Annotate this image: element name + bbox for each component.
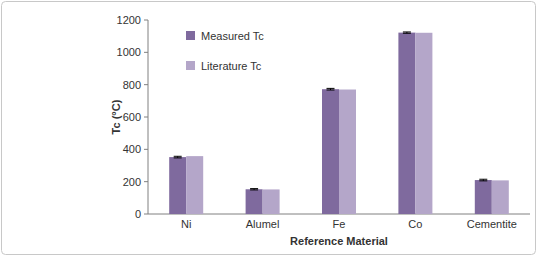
y-tick-label: 0 [135,208,141,220]
y-tick-label: 1000 [117,46,141,58]
bar [186,156,203,214]
legend: Measured Tc Literature Tc [186,30,264,72]
y-tick-label: 800 [123,79,141,91]
y-tick [144,214,148,215]
y-tick-label: 200 [123,176,141,188]
y-tick [144,181,148,182]
x-tick-label: Alumel [246,218,280,230]
legend-label: Measured Tc [201,30,264,42]
error-cap [479,180,487,181]
error-cap [250,188,258,189]
error-cap [403,33,411,34]
bar [492,180,509,214]
y-tick [144,52,148,53]
bars [169,32,509,214]
y-tick [144,149,148,150]
y-tick [144,20,148,21]
legend-swatch [186,31,195,40]
error-bar [174,156,182,158]
bar [339,90,356,214]
error-bar [479,179,487,181]
bar [475,180,492,214]
bar [398,33,415,214]
x-tick-label: Fe [333,218,346,230]
legend-swatch [186,61,195,70]
error-bar [250,189,258,190]
x-tick-label: Cementite [467,218,517,230]
legend-label: Literature Tc [201,60,262,72]
error-cap [174,156,182,157]
error-cap [403,31,411,32]
error-bar [327,88,335,90]
error-cap [174,157,182,158]
bar [263,189,280,214]
frame [2,2,536,255]
chart: 0 200 400 600 800 1000 1200 Ni Alumel Fe Co Cementi… [0,0,537,256]
error-cap [250,189,258,190]
y-tick-label: 400 [123,143,141,155]
bar [246,189,263,214]
bar [169,157,186,214]
x-tick-label: Ni [181,218,191,230]
bar [322,89,339,214]
error-cap [327,88,335,89]
x-axis-title: Reference Material [290,235,388,247]
y-tick-label: 600 [123,111,141,123]
y-tick [144,84,148,85]
error-cap [327,90,335,91]
bar [415,33,432,214]
x-tick-label: Co [408,218,422,230]
error-cap [479,179,487,180]
y-axis-title: Tc (°C) [110,99,122,134]
error-bar [403,32,411,33]
y-tick [144,117,148,118]
y-tick-label: 1200 [117,14,141,26]
